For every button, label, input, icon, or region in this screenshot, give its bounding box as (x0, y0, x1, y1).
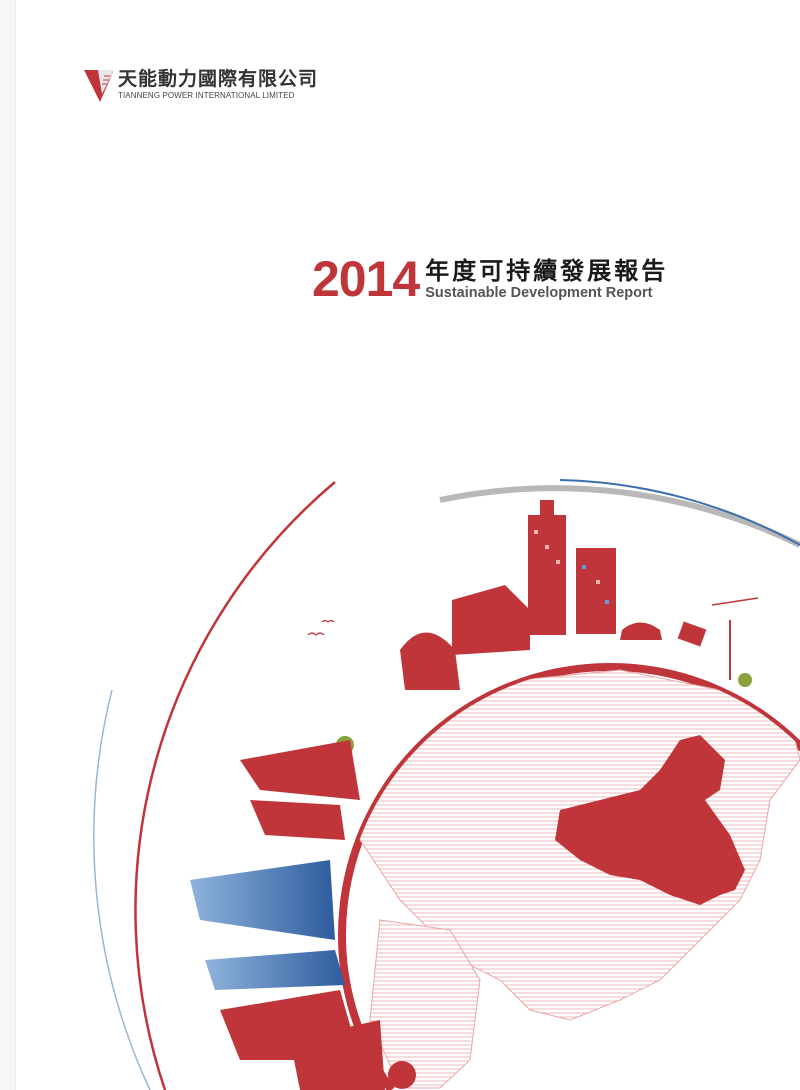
spine (0, 0, 16, 1090)
blue-building (190, 860, 335, 940)
report-title-cn: 年度可持續發展報告 (425, 257, 669, 285)
skyline-windows (534, 530, 609, 604)
tower-spire (540, 500, 554, 520)
hot-air-balloon (388, 1061, 416, 1089)
report-year: 2014 (312, 251, 420, 307)
slanted-building (250, 800, 345, 840)
skyline-top (336, 500, 759, 754)
company-name-cn: 天能動力國際有限公司 (118, 68, 319, 90)
building (576, 548, 616, 634)
red-arc (134, 481, 336, 1090)
blue-arc (559, 479, 800, 546)
wind-turbine-blade (711, 597, 759, 606)
globe-outline (338, 662, 800, 1090)
dome-building (400, 632, 460, 690)
solar-panel (677, 621, 707, 647)
blue-arc-left (93, 689, 151, 1090)
report-title: 2014 年度可持續發展報告 Sustainable Development R… (312, 254, 668, 304)
slanted-building (240, 740, 360, 800)
tall-tower (528, 515, 566, 635)
company-name-en: TIANNENG POWER INTERNATIONAL LIMITED (118, 91, 295, 100)
skyline-left (190, 740, 416, 1090)
red-building (290, 1020, 385, 1090)
report-title-en: Sustainable Development Report (425, 285, 653, 301)
tianneng-logo-icon (84, 70, 114, 102)
gray-arc (439, 485, 800, 548)
arch-building (452, 585, 530, 655)
birds (307, 619, 335, 636)
company-logo: 天能動力國際有限公司 TIANNENG POWER INTERNATIONAL … (84, 68, 318, 102)
car (620, 622, 662, 640)
tree (738, 673, 752, 687)
china-map (555, 735, 745, 905)
blue-building (205, 950, 345, 990)
